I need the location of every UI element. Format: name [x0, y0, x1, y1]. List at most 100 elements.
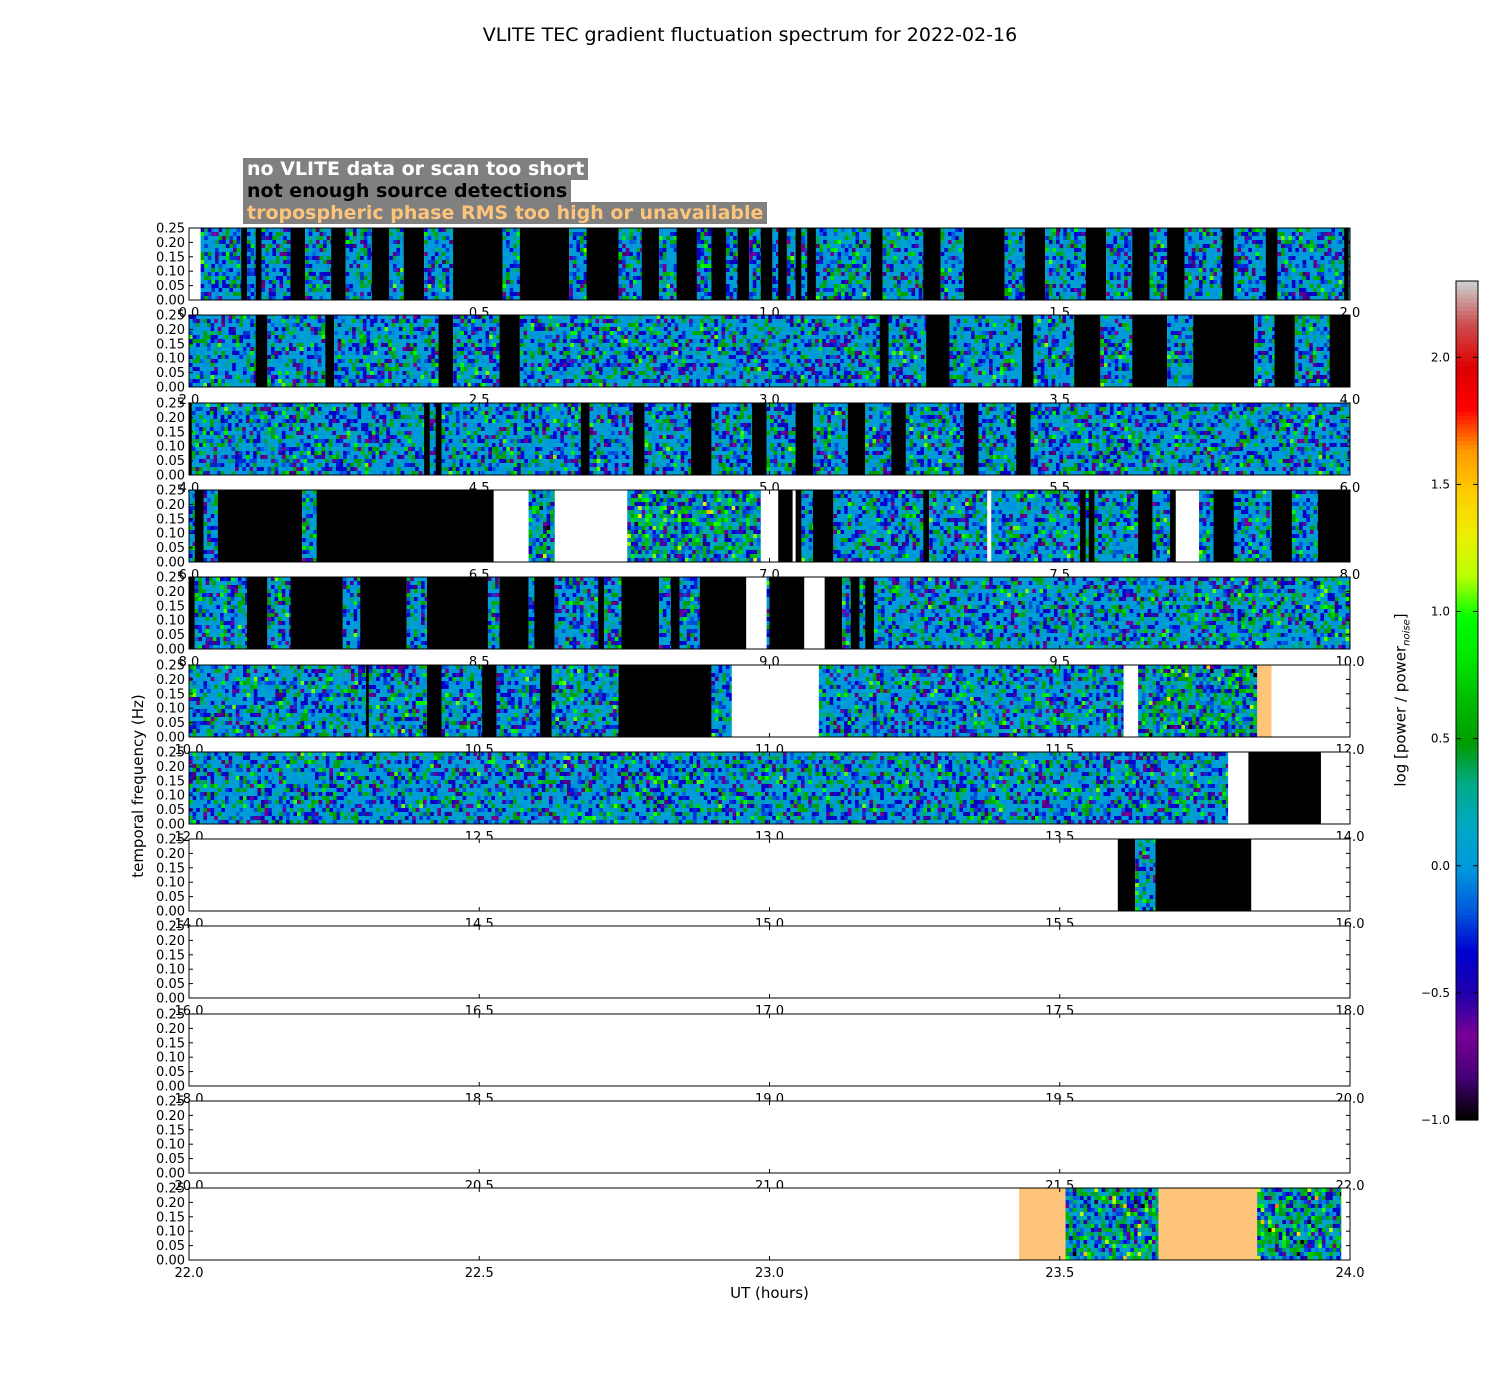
spectrum-cell: [890, 248, 894, 252]
spectrum-cell: [307, 335, 311, 339]
spectrum-cell: [349, 284, 353, 288]
spectrum-cell: [510, 264, 514, 268]
spectrum-cell: [215, 232, 219, 236]
spectrum-cell: [421, 367, 425, 371]
spectrum-cell: [1306, 236, 1310, 240]
spectrum-cell: [200, 355, 204, 359]
spectrum-cell: [890, 280, 894, 284]
y-tick-label: 0.20: [156, 236, 185, 251]
spectrum-cell: [1056, 280, 1060, 284]
spectrum-cell: [912, 280, 916, 284]
spectrum-cell: [377, 347, 381, 351]
spectrum-cell: [296, 347, 300, 351]
spectrum-cell: [941, 248, 945, 252]
spectrum-cell: [670, 232, 674, 236]
spectrum-cell: [1195, 284, 1199, 288]
spectrum-cell: [285, 327, 289, 331]
spectrum-cell: [1317, 288, 1321, 292]
spectrum-cell: [580, 256, 584, 260]
spectrum-cell: [275, 323, 279, 327]
panel-0-nodet-segment: [1344, 228, 1349, 300]
spectrum-cell: [421, 319, 425, 323]
spectrum-cell: [1060, 244, 1064, 248]
spectrum-cell: [1203, 288, 1207, 292]
spectrum-cell: [708, 244, 712, 248]
spectrum-cell: [1310, 272, 1314, 276]
spectrum-cell: [400, 244, 404, 248]
spectrum-cell: [1074, 240, 1078, 244]
spectrum-cell: [506, 236, 510, 240]
spectrum-cell: [1210, 248, 1214, 252]
spectrum-cell: [280, 264, 284, 268]
spectrum-cell: [309, 268, 313, 272]
spectrum-cell: [1153, 276, 1157, 280]
spectrum-cell: [200, 335, 204, 339]
spectrum-cell: [1117, 228, 1121, 232]
spectrum-cell: [1324, 248, 1328, 252]
spectrum-cell: [282, 331, 286, 335]
spectrum-cell: [400, 228, 404, 232]
spectrum-cell: [1049, 260, 1053, 264]
spectrum-cell: [1188, 236, 1192, 240]
spectrum-cell: [300, 331, 304, 335]
spectrum-cell: [730, 292, 734, 296]
spectrum-cell: [1153, 272, 1157, 276]
spectrum-cell: [1161, 260, 1165, 264]
spectrum-cell: [424, 288, 428, 292]
spectrum-cell: [1259, 240, 1263, 244]
spectrum-cell: [265, 264, 269, 268]
spectrum-cell: [1106, 280, 1110, 284]
spectrum-cell: [787, 240, 791, 244]
spectrum-cell: [233, 264, 237, 268]
spectrum-cell: [919, 268, 923, 272]
spectrum-cell: [904, 256, 908, 260]
spectrum-cell: [584, 232, 587, 236]
spectrum-cell: [756, 244, 760, 248]
spectrum-cell: [584, 248, 587, 252]
spectrum-cell: [356, 343, 360, 347]
spectrum-cell: [756, 280, 760, 284]
spectrum-cell: [189, 363, 193, 367]
spectrum-cell: [848, 264, 852, 268]
spectrum-cell: [251, 232, 255, 236]
spectrum-cell: [1256, 272, 1260, 276]
spectrum-cell: [221, 375, 225, 379]
spectrum-cell: [320, 244, 324, 248]
spectrum-cell: [232, 315, 236, 319]
spectrum-cell: [816, 244, 820, 248]
spectrum-cell: [901, 288, 905, 292]
spectrum-cell: [1012, 264, 1016, 268]
spectrum-cell: [208, 252, 212, 256]
spectrum-cell: [834, 256, 838, 260]
spectrum-cell: [381, 347, 385, 351]
spectrum-cell: [1056, 248, 1060, 252]
spectrum-cell: [901, 280, 905, 284]
spectrum-cell: [513, 280, 517, 284]
spectrum-cell: [435, 292, 439, 296]
spectrum-cell: [410, 347, 414, 351]
spectrum-cell: [271, 371, 275, 375]
spectrum-cell: [1317, 236, 1321, 240]
spectrum-cell: [1015, 260, 1019, 264]
spectrum-cell: [236, 351, 240, 355]
spectrum-cell: [233, 292, 237, 296]
spectrum-cell: [453, 335, 457, 339]
spectrum-cell: [756, 264, 760, 268]
spectrum-cell: [955, 264, 959, 268]
spectrum-cell: [1012, 268, 1016, 272]
spectrum-cell: [1074, 252, 1078, 256]
spectrum-cell: [442, 240, 446, 244]
spectrum-cell: [823, 244, 827, 248]
spectrum-cell: [666, 288, 670, 292]
spectrum-cell: [1288, 276, 1292, 280]
spectrum-cell: [1150, 272, 1154, 276]
spectrum-cell: [1015, 284, 1019, 288]
spectrum-cell: [207, 367, 211, 371]
spectrum-cell: [222, 292, 226, 296]
spectrum-cell: [239, 371, 243, 375]
spectrum-cell: [211, 351, 215, 355]
spectrum-cell: [431, 367, 435, 371]
spectrum-cell: [388, 367, 392, 371]
spectrum-cell: [1335, 288, 1339, 292]
spectrum-cell: [1117, 268, 1121, 272]
